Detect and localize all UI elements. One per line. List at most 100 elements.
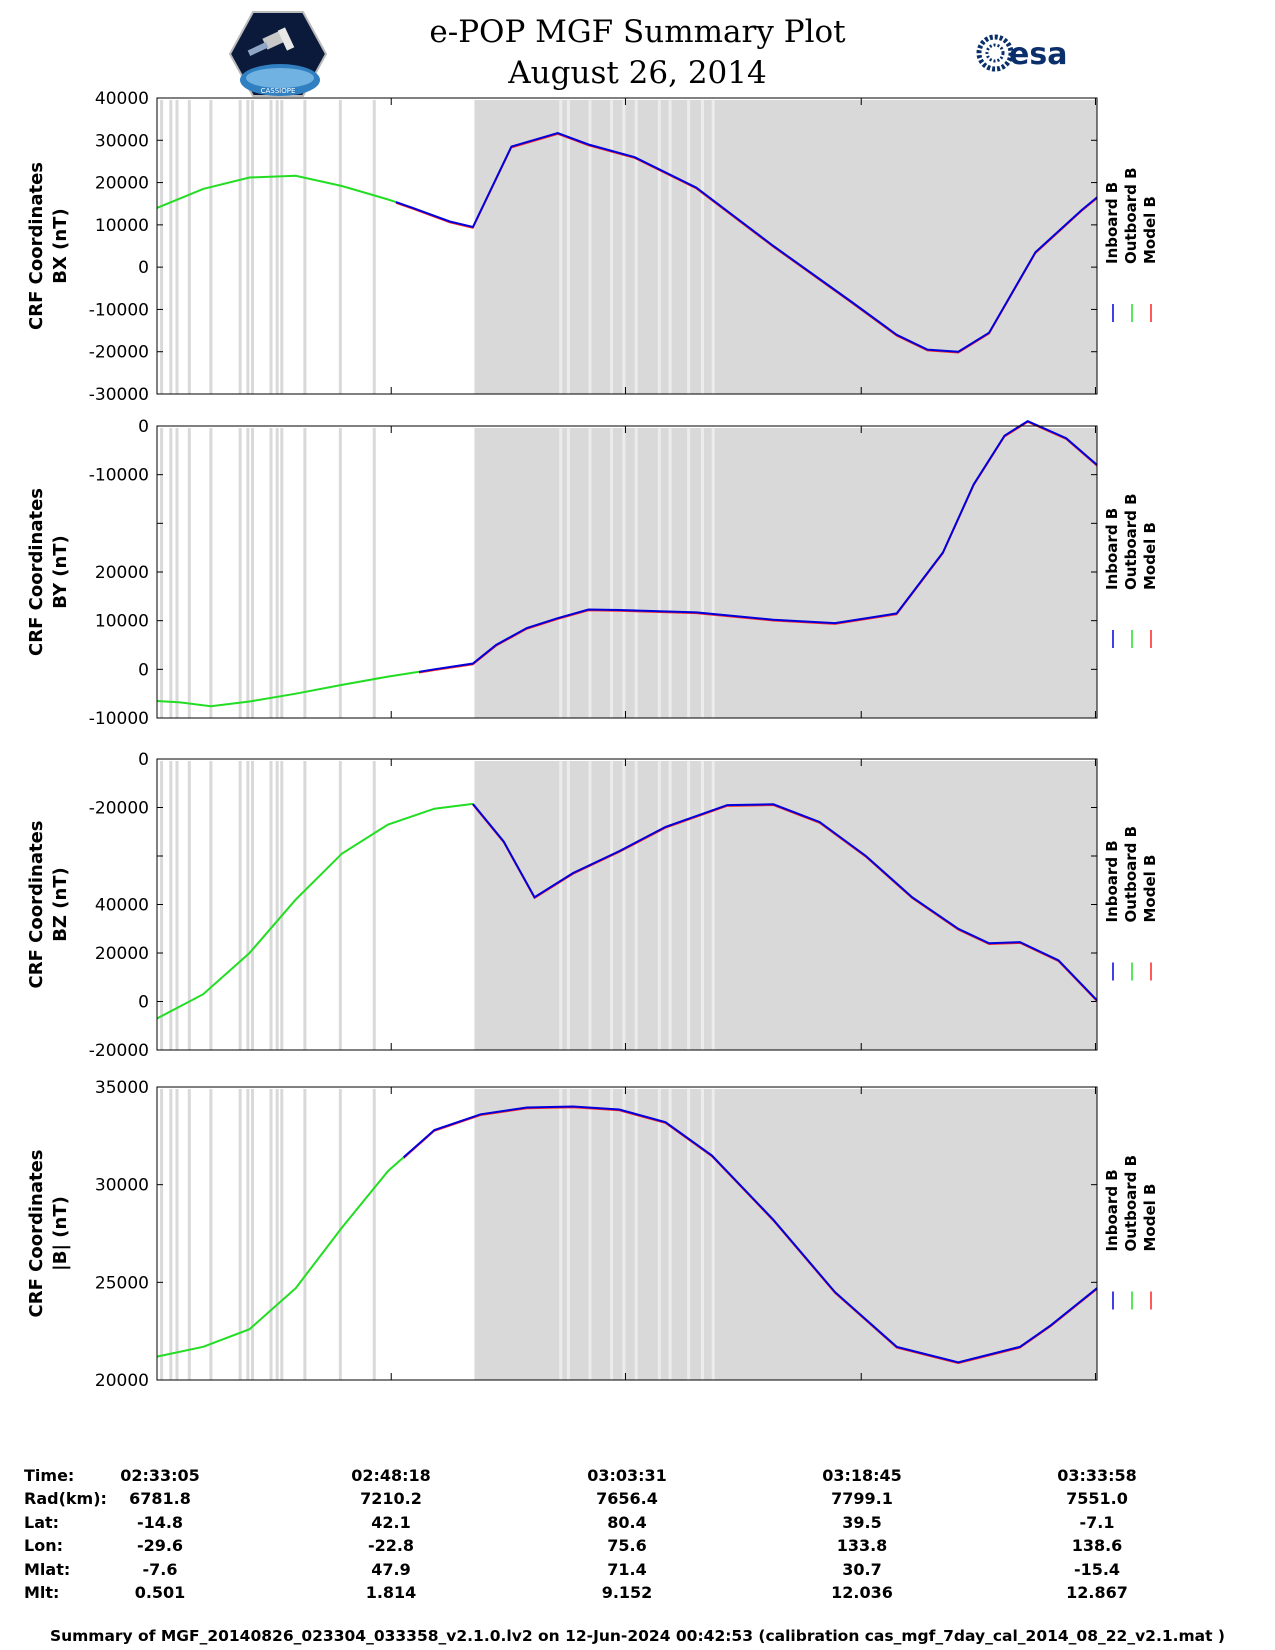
data-gap-stripe [187,761,191,1050]
data-gap-stripe [372,1089,376,1380]
data-gap-stripe [160,761,164,1050]
data-gap-stripe [711,1089,715,1380]
data-gap-stripe [246,1089,250,1380]
legend-label: Model B [1141,522,1159,590]
data-gap-stripe [160,428,164,718]
cassiope-logo: CASSIOPE [228,11,328,97]
esa-logo-text: esa [1009,37,1067,72]
data-gap-stripe [275,761,279,1050]
table-cell: 39.5 [842,1513,882,1532]
y-tick-label: 35000 [95,1078,149,1098]
table-cell: 12.867 [1066,1583,1128,1602]
data-gap-stripe [566,1089,570,1380]
data-gap-stripe [634,100,638,394]
y-tick-label: -20000 [89,343,149,363]
table-cell: 138.6 [1071,1536,1123,1555]
data-gap-stripe [238,761,242,1050]
outboard-b-line [156,670,420,708]
plot-title-line2: August 26, 2014 [508,55,767,91]
y-tick-label: 20000 [95,944,149,964]
legend-label: Inboard B [1103,182,1121,264]
data-gap-stripe [657,761,661,1050]
y-tick-label: -10000 [89,466,149,486]
data-gap-stripe [269,761,273,1050]
cassiope-logo-text: CASSIOPE [261,87,296,95]
y-tick-label: -10000 [89,709,149,729]
y-tick-label: 0 [138,750,149,770]
legend-label: Outboard B [1122,1155,1140,1252]
table-row-label: Time: [24,1466,75,1485]
data-gap-stripe [160,1089,164,1380]
legend-label: Outboard B [1122,826,1140,923]
plot-title-line1: e-POP MGF Summary Plot [429,14,846,50]
data-gap-stripe [566,100,570,394]
table-cell: 71.4 [607,1560,647,1579]
data-gap-stripe [687,100,691,394]
table-row-label: Mlat: [24,1560,71,1579]
data-gap-stripe [160,100,164,394]
data-gap-stripe [280,761,284,1050]
table-cell: -29.6 [136,1536,184,1555]
data-gap-stripe [668,100,672,394]
y-axis-label: BY (nT) [50,535,71,609]
inboard-b-line [418,419,1098,673]
table-cell: 7210.2 [360,1489,422,1508]
table-cell: 03:18:45 [822,1466,902,1485]
data-gap-stripe [711,428,715,718]
panel-frame [156,1086,1098,1381]
table-cell: -7.6 [142,1560,178,1579]
y-axis-label: CRF Coordinates [26,1150,47,1318]
table-cell: 03:33:58 [1057,1466,1137,1485]
data-gap-stripe [209,1089,213,1380]
y-axis-label: CRF Coordinates [26,488,47,656]
data-gap-stripe [622,761,626,1050]
table-cell: 12.036 [831,1583,893,1602]
table-cell: 03:03:31 [587,1466,667,1485]
data-gap-stripe [238,428,242,718]
data-gap-stripe [559,428,563,718]
y-tick-label: 30000 [95,131,149,151]
data-gap-stripe [634,1089,638,1380]
inboard-b-line [402,1105,1098,1364]
data-gap-stripe [700,761,704,1050]
data-gap-stripe [634,428,638,718]
y-tick-label: 30000 [95,1176,149,1196]
data-gap-stripe [251,761,254,1050]
data-gap-stripe [246,761,250,1050]
table-cell: 42.1 [371,1513,411,1532]
legend-label: Inboard B [1103,840,1121,922]
data-gap-stripe [566,428,570,718]
legend-label: Outboard B [1122,493,1140,590]
data-gap-stripe [668,1089,672,1380]
data-gap-stripe [610,100,614,394]
data-gap-stripe [280,1089,284,1380]
footer-caption: Summary of MGF_20140826_023304_033358_v2… [49,1627,1226,1645]
data-gap-stripe [251,1089,254,1380]
y-tick-label: 40000 [95,89,149,109]
table-cell: -14.8 [136,1513,184,1532]
data-gap-stripe [657,1089,661,1380]
legend-label: Inboard B [1103,1169,1121,1251]
y-axis-label: CRF Coordinates [26,821,47,989]
data-gap-stripe [303,761,307,1050]
outboard-b-line [156,802,474,1020]
data-gap-stripe [269,100,273,394]
y-tick-label: 10000 [95,612,149,632]
data-gap-shading [474,100,1097,394]
data-gap-stripe [280,100,284,394]
data-gap-stripe [372,100,376,394]
data-gap-stripe [169,1089,173,1380]
data-gap-stripe [275,1089,279,1380]
data-gap-stripe [303,100,307,394]
data-gap-stripe [711,761,715,1050]
y-tick-label: 25000 [95,1273,149,1293]
data-gap-stripe [372,761,376,1050]
data-gap-stripe [280,428,284,718]
data-gap-stripe [169,428,173,718]
panel-frame [156,425,1098,719]
data-gap-stripe [209,761,213,1050]
data-gap-stripe [622,1089,626,1380]
data-gap-stripe [588,1089,592,1380]
data-gap-stripe [711,100,715,394]
